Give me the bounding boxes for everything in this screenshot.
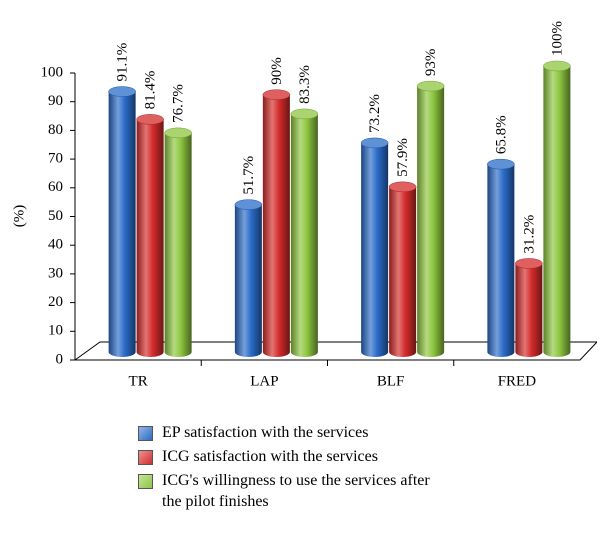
bar-top <box>234 199 263 210</box>
y-tick-label: 40 <box>48 237 63 253</box>
value-label: 91.1% <box>115 43 131 82</box>
y-tick-label: 90 <box>48 93 63 109</box>
y-tick-label: 10 <box>48 323 63 339</box>
value-label: 93% <box>423 49 439 77</box>
legend-item: ICG's willingness to use the services af… <box>138 470 438 512</box>
y-axis-label: (%) <box>11 205 27 228</box>
bar-top <box>108 86 136 97</box>
bar <box>543 66 571 357</box>
bar <box>389 186 417 357</box>
value-label: 51.7% <box>241 156 257 195</box>
legend-swatch <box>138 450 153 465</box>
bar <box>487 164 515 357</box>
x-tick-label: FRED <box>498 373 537 389</box>
legend-label: EP satisfaction with the services <box>162 424 369 441</box>
legend-swatch <box>138 426 153 441</box>
x-tick-label: TR <box>129 373 148 389</box>
bar-top <box>360 137 389 149</box>
value-label: 100% <box>549 21 565 56</box>
x-tick-label: LAP <box>250 373 278 389</box>
y-tick-label: 50 <box>48 208 63 224</box>
value-label: 76.7% <box>171 84 187 123</box>
bar <box>361 142 389 357</box>
bar <box>108 91 136 357</box>
value-label: 65.8% <box>493 115 509 154</box>
legend: EP satisfaction with the services ICG sat… <box>138 422 438 515</box>
value-label: 81.4% <box>143 71 159 110</box>
legend-swatch <box>138 474 153 489</box>
bar-top <box>543 60 571 72</box>
legend-item: EP satisfaction with the services <box>138 422 438 443</box>
y-tick-label: 70 <box>48 151 63 167</box>
y-tick-label: 60 <box>48 179 63 195</box>
value-label: 73.2% <box>367 94 383 133</box>
legend-item: ICG satisfaction with the services <box>138 446 438 467</box>
chart: (%) 0 10 20 30 40 50 60 70 80 90 100 TR LAP BLF FRED 91… <box>11 21 597 389</box>
y-tick-label: 20 <box>48 294 63 310</box>
y-tick-label: 80 <box>48 122 63 138</box>
bar <box>417 86 445 357</box>
bar-top <box>515 258 543 269</box>
bar-top <box>487 158 515 170</box>
y-tick-label: 0 <box>56 351 64 367</box>
value-label: 90% <box>269 57 285 85</box>
bar-top <box>262 89 291 100</box>
bar <box>262 94 290 357</box>
y-tick-label: 30 <box>48 265 63 281</box>
floor <box>74 341 597 361</box>
bar-top <box>290 108 319 120</box>
bar-top <box>416 80 445 92</box>
legend-label: ICG satisfaction with the services <box>162 448 378 465</box>
bar <box>164 132 192 357</box>
value-label: 31.2% <box>521 215 537 254</box>
bar <box>515 263 543 357</box>
bar-top <box>136 114 164 125</box>
bar-top <box>164 127 192 139</box>
legend-label: ICG's willingness to use the services af… <box>162 472 430 510</box>
bar <box>290 113 318 357</box>
bar-top <box>388 181 417 193</box>
bar <box>234 204 262 357</box>
value-label: 57.9% <box>395 138 411 177</box>
value-label: 83.3% <box>297 65 313 104</box>
x-tick-label: BLF <box>377 373 405 389</box>
bar <box>136 119 164 357</box>
y-tick-label: 100 <box>41 64 64 80</box>
